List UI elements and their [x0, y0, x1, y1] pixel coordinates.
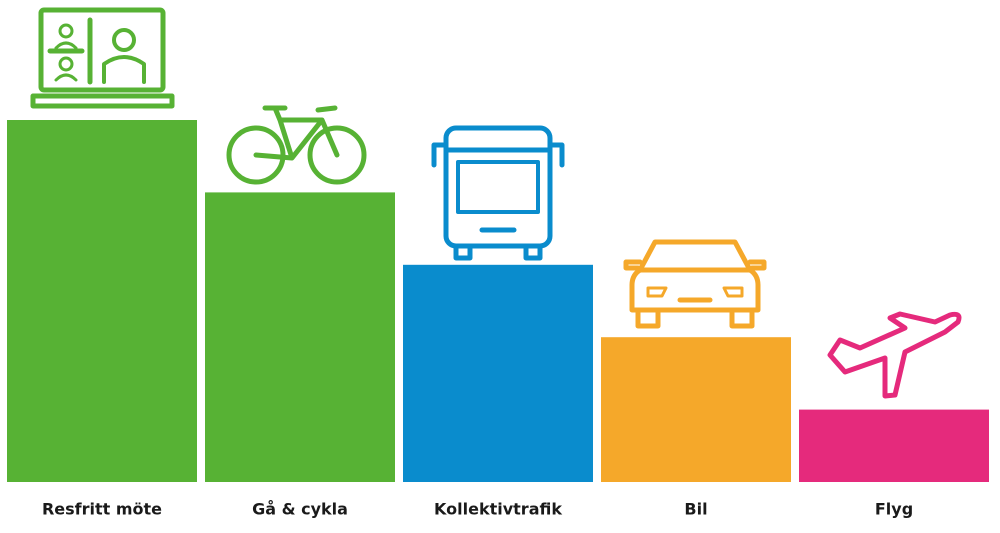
x-tick-label: Kollektivtrafik — [434, 500, 562, 519]
plane-icon — [827, 311, 962, 399]
bar — [205, 192, 395, 482]
bar — [799, 409, 989, 482]
x-tick-label: Flyg — [875, 500, 913, 519]
bar — [601, 337, 791, 482]
bar — [7, 120, 197, 482]
laptop-icon — [30, 7, 175, 109]
bicycle-icon — [226, 105, 367, 185]
bus-icon — [431, 125, 565, 261]
car-icon — [623, 239, 767, 329]
x-tick-label: Bil — [684, 500, 707, 519]
x-tick-label: Gå & cykla — [252, 500, 348, 519]
x-tick-label: Resfritt möte — [42, 500, 162, 519]
bar — [403, 264, 593, 482]
